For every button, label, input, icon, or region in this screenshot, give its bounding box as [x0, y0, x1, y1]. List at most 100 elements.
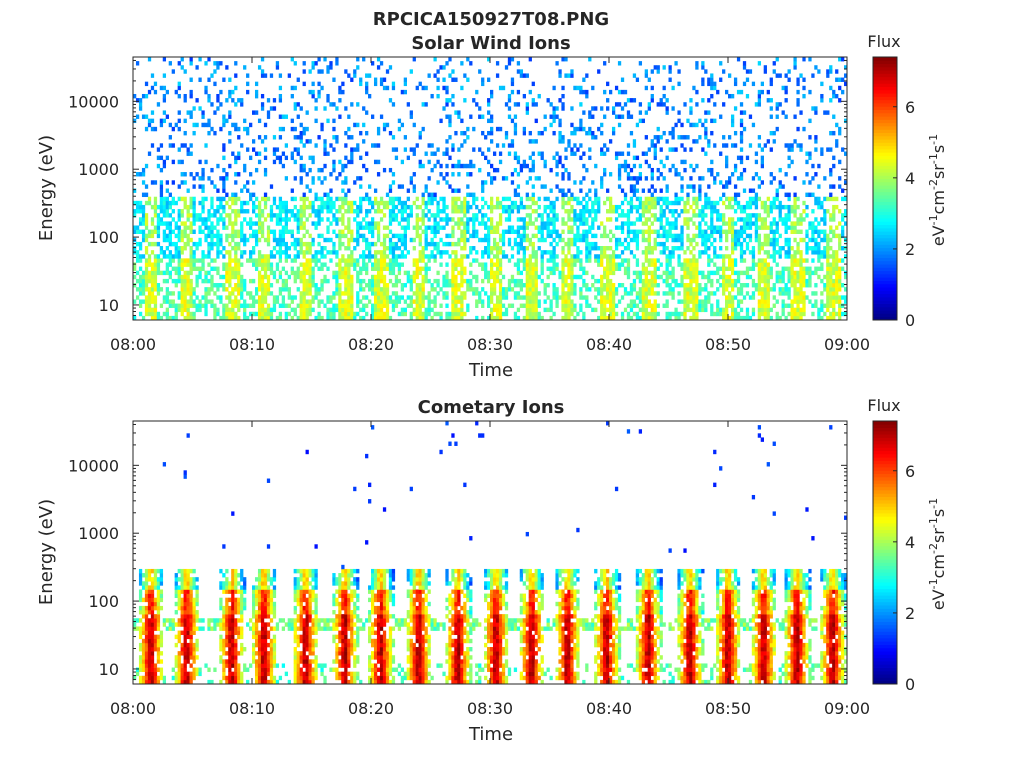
spectrogram-cell — [207, 176, 211, 181]
spectrogram-cell — [347, 287, 351, 292]
spectrogram-cell — [588, 246, 592, 251]
spectrogram-cell — [582, 311, 586, 317]
spectrogram-cell — [418, 217, 422, 222]
spectrogram-cell — [733, 270, 738, 276]
spectrogram-cell — [278, 254, 283, 259]
spectrogram-cell — [751, 307, 756, 313]
spectrogram-cell — [299, 278, 303, 284]
spectrogram-cell — [311, 307, 315, 313]
spectrogram-cell — [144, 93, 149, 99]
spectrogram-cell — [445, 278, 449, 284]
spectrogram-cell — [686, 192, 690, 198]
spectrogram-cell — [638, 307, 643, 313]
spectrogram-cell — [606, 196, 610, 202]
spectrogram-cell — [305, 250, 309, 255]
spectrogram-cell — [540, 237, 544, 243]
spectrogram-cell — [647, 196, 651, 202]
spectrogram-cell — [659, 209, 663, 214]
spectrogram-cell — [519, 196, 524, 202]
spectrogram-cell — [611, 295, 616, 300]
spectrogram-cell — [234, 246, 238, 251]
spectrogram-cell — [147, 303, 152, 308]
spectrogram-cell — [713, 118, 717, 124]
spectrogram-cell — [495, 246, 500, 251]
spectrogram-cell — [225, 266, 229, 271]
spectrogram-cell — [632, 143, 637, 148]
spectrogram-cell — [379, 303, 384, 308]
spectrogram-cell — [457, 287, 461, 292]
spectrogram-cell — [281, 233, 286, 239]
spectrogram-cell — [302, 287, 306, 292]
spectrogram-cell — [442, 274, 446, 280]
spectrogram-cell — [588, 57, 592, 62]
spectrogram-cell — [376, 126, 381, 132]
spectrogram-cell — [243, 167, 247, 173]
spectrogram-cell — [739, 204, 744, 210]
spectrogram-cell — [745, 225, 750, 230]
spectrogram-cell — [433, 233, 437, 239]
spectrogram-cell — [260, 307, 265, 313]
spectrogram-cell — [329, 65, 333, 70]
spectrogram-cell — [263, 299, 268, 304]
spectrogram-cell — [308, 89, 312, 95]
spectrogram-cell — [460, 163, 464, 169]
spectrogram-cell — [623, 102, 628, 107]
spectrogram-cell — [219, 200, 223, 206]
spectrogram-cell — [385, 69, 390, 74]
spectrogram-cell — [763, 262, 767, 267]
spectrogram-cell — [585, 258, 589, 263]
spectrogram-cell — [305, 291, 309, 296]
spectrogram-cell — [177, 209, 181, 214]
spectrogram-cell — [171, 209, 175, 214]
spectrogram-cell — [492, 237, 497, 243]
spectrogram-cell — [329, 200, 333, 206]
spectrogram-cell — [171, 143, 175, 148]
spectrogram-cell — [671, 287, 675, 292]
spectrogram-cell — [528, 130, 532, 136]
spectrogram-cell — [403, 229, 407, 234]
spectrogram-cell — [754, 233, 759, 239]
spectrogram-cell — [293, 307, 297, 313]
spectrogram-cell — [620, 311, 625, 317]
spectrogram-cell — [332, 295, 336, 300]
spectrogram-cell — [546, 213, 550, 218]
spectrogram-cell — [338, 159, 342, 165]
spectrogram-cell — [733, 283, 738, 288]
spectrogram-cell — [522, 130, 526, 136]
spectrogram-cell — [326, 295, 330, 300]
spectrogram-cell — [739, 110, 744, 115]
spectrogram-cell — [231, 311, 235, 317]
spectrogram-cell — [278, 287, 283, 292]
spectrogram-cell — [665, 299, 669, 304]
spectrogram-cell — [448, 57, 452, 62]
spectrogram-cell — [546, 229, 550, 234]
spectrogram-cell — [135, 172, 140, 177]
spectrogram-cell — [531, 303, 535, 308]
spectrogram-cell — [733, 246, 738, 251]
spectrogram-cell — [442, 176, 446, 181]
spectrogram-cell — [739, 299, 744, 304]
spectrogram-cell — [365, 213, 369, 218]
spectrogram-cell — [356, 291, 360, 296]
spectrogram-cell — [147, 278, 152, 284]
spectrogram-cell — [722, 278, 726, 284]
spectrogram-cell — [350, 258, 354, 263]
spectrogram-cell — [430, 192, 434, 198]
spectrogram-cell — [561, 172, 565, 177]
spectrogram-cell — [371, 266, 375, 271]
spectrogram-cell — [341, 167, 345, 173]
spectrogram-cell — [180, 233, 184, 239]
spectrogram-cell — [400, 122, 405, 128]
spectrogram-cell — [314, 221, 318, 226]
spectrogram-cell — [757, 61, 762, 66]
spectrogram-cell — [439, 250, 443, 255]
spectrogram-cell — [290, 266, 294, 271]
spectrogram-cell — [707, 225, 711, 230]
spectrogram-cell — [210, 274, 214, 280]
spectrogram-cell — [159, 315, 164, 321]
spectrogram-cell — [537, 151, 541, 156]
spectrogram-cell — [365, 209, 369, 214]
spectrogram-cell — [290, 299, 294, 304]
spectrogram-cell — [507, 209, 512, 214]
spectrogram-cell — [475, 291, 479, 296]
